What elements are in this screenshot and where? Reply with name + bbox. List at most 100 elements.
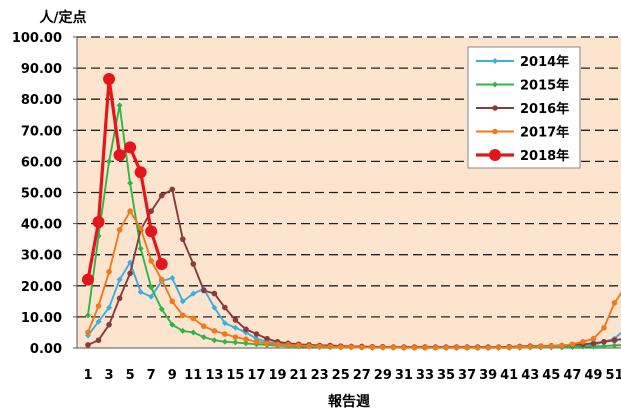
data-point <box>148 284 155 291</box>
x-tick-label: 41 <box>500 368 518 383</box>
legend-label: 2018年 <box>520 148 569 164</box>
data-point <box>169 298 176 305</box>
y-tick-label: 70.00 <box>21 124 62 139</box>
data-point <box>601 338 607 345</box>
data-point <box>148 258 154 264</box>
data-point <box>190 261 197 267</box>
data-point <box>113 149 126 162</box>
data-point <box>158 306 165 313</box>
x-tick-label: 25 <box>332 368 350 383</box>
data-point <box>232 324 239 331</box>
data-point <box>92 216 105 229</box>
legend-label: 2014年 <box>520 54 569 70</box>
data-point <box>148 293 155 300</box>
data-point <box>201 287 207 294</box>
data-point <box>190 329 197 336</box>
data-point <box>137 289 144 296</box>
data-point <box>358 344 365 351</box>
x-tick-label: 11 <box>184 368 202 383</box>
data-point <box>537 343 544 350</box>
data-point <box>85 329 91 336</box>
data-point <box>243 336 249 343</box>
legend-label: 2015年 <box>520 78 569 94</box>
legend-marker <box>492 128 498 135</box>
data-point <box>127 208 133 214</box>
data-point <box>306 343 312 349</box>
x-tick-label: 9 <box>168 368 177 383</box>
data-point <box>145 225 158 238</box>
y-tick-label: 10.00 <box>21 311 62 326</box>
data-point <box>401 344 407 351</box>
data-point <box>485 344 491 351</box>
data-point <box>327 343 333 350</box>
x-tick-label: 31 <box>395 368 413 383</box>
series-4 <box>82 72 168 286</box>
data-point <box>611 342 618 349</box>
data-point <box>82 273 94 286</box>
data-point <box>506 344 512 351</box>
y-tick-label: 90.00 <box>21 62 62 77</box>
x-tick-label: 7 <box>147 368 156 383</box>
data-point <box>390 344 397 351</box>
x-tick-label: 43 <box>521 368 539 383</box>
data-point <box>158 276 165 283</box>
data-point <box>116 295 123 302</box>
y-tick-label: 40.00 <box>21 218 62 233</box>
data-point <box>253 331 260 337</box>
data-point <box>464 344 470 351</box>
data-point <box>492 81 498 88</box>
data-point <box>179 298 186 305</box>
y-tick-label: 60.00 <box>21 155 62 170</box>
data-point <box>85 342 91 348</box>
data-point <box>516 344 523 350</box>
data-point <box>432 344 439 351</box>
data-point <box>137 225 144 232</box>
legend-marker <box>492 58 498 64</box>
data-point <box>285 342 291 348</box>
y-tick-label: 50.00 <box>21 187 62 202</box>
data-point <box>274 341 281 348</box>
x-tick-label: 23 <box>311 368 329 383</box>
data-point <box>474 344 481 351</box>
data-point <box>369 344 376 351</box>
data-point <box>134 166 147 179</box>
x-tick-label: 29 <box>374 368 392 383</box>
data-point <box>232 317 239 323</box>
data-point <box>600 343 607 350</box>
x-tick-label: 39 <box>479 368 497 383</box>
data-point <box>158 192 165 199</box>
y-tick-label: 20.00 <box>21 280 62 295</box>
x-tick-label: 19 <box>268 368 286 383</box>
tick-labels: 0.00 10.00 20.00 30.00 40.00 50.00 60.00 70.00 8… <box>12 31 621 383</box>
data-point <box>169 275 176 282</box>
data-point <box>85 312 91 319</box>
x-tick-label: 17 <box>247 368 265 383</box>
data-point <box>106 321 112 328</box>
y-tick-label: 100.00 <box>12 31 62 46</box>
series-line <box>87 210 621 349</box>
data-point <box>348 344 355 350</box>
x-tick-label: 35 <box>437 368 455 383</box>
data-point <box>380 344 386 351</box>
data-point <box>221 338 228 345</box>
legend: 2014年 2015年 2016年 2017年 2018年 <box>467 46 581 169</box>
data-point <box>243 326 249 333</box>
x-tick-label: 27 <box>353 368 371 383</box>
data-point <box>127 180 134 187</box>
legend-marker <box>489 149 501 161</box>
data-point <box>580 338 586 345</box>
data-point <box>495 344 502 351</box>
y-tick-label: 80.00 <box>21 93 62 108</box>
data-point <box>211 337 218 344</box>
data-point <box>95 337 102 344</box>
data-point <box>222 304 228 311</box>
data-point <box>443 344 449 351</box>
legend-marker <box>492 105 498 111</box>
x-tick-label: 51 <box>605 368 621 383</box>
data-point <box>200 334 207 341</box>
y-tick-label: 30.00 <box>21 249 62 264</box>
data-point <box>116 276 123 283</box>
x-tick-label: 45 <box>542 368 560 383</box>
